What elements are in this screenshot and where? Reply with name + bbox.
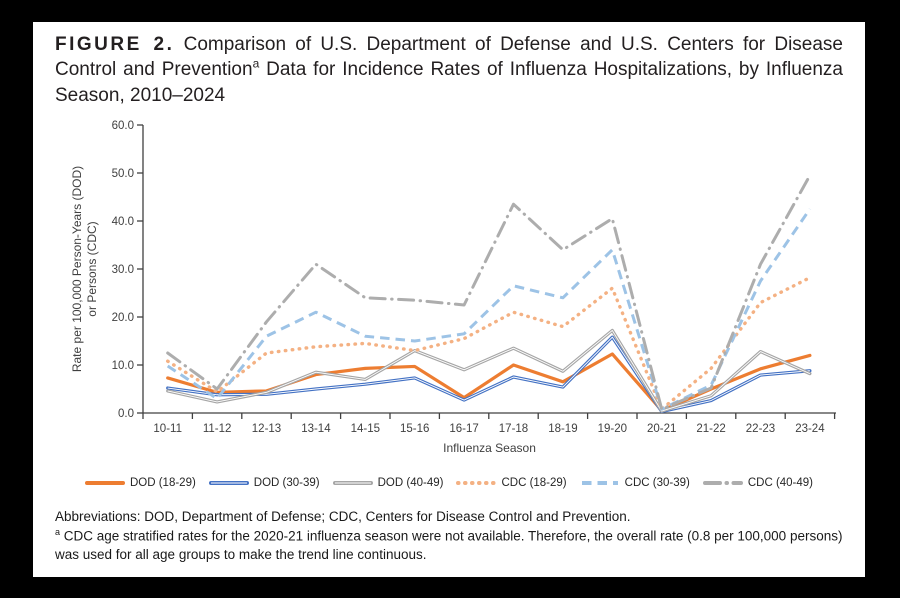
x-tick-label: 15-16 [400, 423, 429, 435]
y-tick-label: 20.0 [112, 312, 134, 324]
series-line-cdc-30-39- [166, 208, 812, 411]
legend-line-sample [456, 481, 497, 485]
legend-item-dod-30-39-: DOD (30-39) [208, 477, 320, 489]
figure-page: FIGURE 2. Comparison of U.S. Department … [33, 22, 865, 577]
figure-title-text-2: Data for Incidence Rates of Influenza Ho… [55, 59, 843, 106]
chart-svg: 0.0 10.0 20.0 30.0 40.0 50.0 60.0 10-11 11-12 12-… [70, 120, 836, 455]
figure-title-text-1: Comparison of U.S. Department of Defense… [55, 34, 843, 81]
legend-line-sample [208, 481, 249, 485]
series-inner-highlight [167, 329, 811, 412]
legend-item-dod-40-49-: DOD (40-49) [332, 477, 444, 489]
x-tick-label: 19-20 [598, 423, 627, 435]
x-tick-label: 20-21 [647, 423, 676, 435]
footnote-abbreviations: Abbreviations: DOD, Department of Defens… [55, 509, 631, 524]
legend-label: DOD (30-39) [253, 477, 320, 489]
x-tick-label: 11-12 [203, 423, 232, 435]
y-tick-label: 40.0 [112, 216, 134, 228]
x-tick-label: 14-15 [351, 423, 380, 435]
figure-label: FIGURE 2. [55, 34, 175, 55]
footnote-marker: a [55, 527, 61, 538]
chart-area: 0.0 10.0 20.0 30.0 40.0 50.0 60.0 10-11 11-12 12-… [33, 115, 865, 465]
legend-item-cdc-30-39-: CDC (30-39) [580, 477, 690, 489]
legend-label: DOD (18-29) [129, 477, 196, 489]
x-tick-label: 18-19 [548, 423, 577, 435]
y-tick-label: 10.0 [112, 360, 134, 372]
y-tick-label: 60.0 [112, 120, 134, 132]
legend-label: DOD (40-49) [377, 477, 444, 489]
footnote-note-text: CDC age stratified rates for the 2020-21… [55, 528, 843, 562]
x-tick-label: 10-11 [153, 423, 182, 435]
legend-item-cdc-40-49-: CDC (40-49) [702, 477, 814, 489]
legend-label: CDC (18-29) [501, 477, 567, 489]
x-tick-label: 13-14 [301, 423, 331, 435]
series-inner-highlight [167, 336, 810, 413]
x-tick-label: 12-13 [252, 423, 281, 435]
legend-line-sample [581, 481, 618, 485]
x-tick-label: 21-22 [696, 423, 725, 435]
y-tick-label: 50.0 [112, 168, 134, 180]
series-line-cdc-18-29- [165, 275, 812, 411]
series-line-cdc-40-49- [166, 173, 812, 411]
legend-line-sample [84, 481, 125, 485]
figure-title: FIGURE 2. Comparison of U.S. Department … [55, 32, 843, 108]
figure-title-superscript: a [252, 56, 260, 71]
y-axis-title-line: or Persons (CDC) [85, 221, 99, 316]
y-tick-label: 0.0 [118, 408, 134, 420]
legend-item-cdc-18-29-: CDC (18-29) [456, 477, 567, 489]
series-line-dod-30-39- [166, 335, 812, 414]
chart-legend: DOD (18-29) DOD (30-39) DOD (40-49) CDC (18… [33, 477, 865, 489]
x-tick-label: 22-23 [746, 423, 775, 435]
legend-label: CDC (30-39) [624, 477, 690, 489]
y-tick-label: 30.0 [112, 264, 134, 276]
y-axis-title-line: Rate per 100,000 Person-Years (DOD) [70, 166, 84, 372]
legend-item-dod-18-29-: DOD (18-29) [84, 477, 196, 489]
footnote-note: a CDC age stratified rates for the 2020-… [55, 526, 847, 564]
legend-label: CDC (40-49) [747, 477, 814, 489]
legend-line-sample [702, 481, 743, 485]
footnotes: Abbreviations: DOD, Department of Defens… [55, 508, 847, 564]
x-tick-label: 23-24 [795, 423, 825, 435]
x-tick-label: 17-18 [499, 423, 528, 435]
x-axis-title: Influenza Season [443, 441, 536, 455]
legend-line-sample [332, 481, 373, 485]
x-tick-label: 16-17 [449, 423, 478, 435]
